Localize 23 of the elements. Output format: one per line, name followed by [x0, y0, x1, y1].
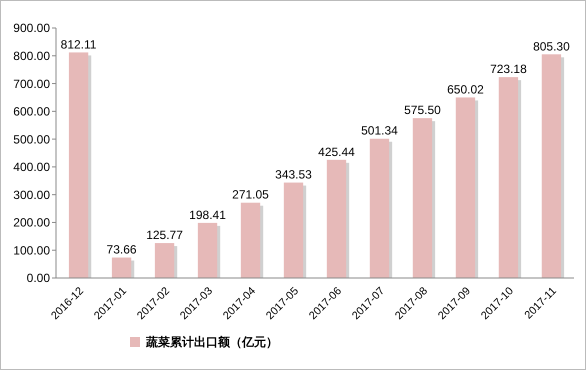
- y-tick-label: 800.00: [13, 48, 50, 63]
- text: 723.18: [490, 62, 527, 76]
- text: 125.77: [146, 228, 183, 242]
- text: 812.11: [60, 37, 96, 52]
- y-tick-label: 400.00: [13, 160, 50, 174]
- y-tick-label: 300.00: [13, 188, 50, 202]
- text: 343.53: [275, 168, 312, 182]
- legend-label: 蔬菜累计出口额（亿元）: [145, 335, 278, 350]
- text: 73.66: [106, 242, 137, 257]
- text: 271.05: [232, 188, 269, 202]
- y-tick-label: 500.00: [13, 132, 50, 146]
- text: 805.30: [533, 39, 570, 54]
- y-tick-label: 700.00: [13, 76, 50, 91]
- text: 198.41: [189, 208, 226, 222]
- y-tick-label: 600.00: [13, 104, 50, 119]
- text: 575.50: [404, 103, 441, 118]
- text: 501.34: [361, 124, 398, 138]
- text: 650.02: [447, 82, 484, 96]
- y-tick-label: 0.00: [26, 271, 50, 286]
- y-tick-label: 900.00: [13, 21, 50, 36]
- y-tick-label: 100.00: [13, 243, 50, 258]
- text: 425.44: [318, 144, 355, 159]
- y-tick-label: 200.00: [13, 216, 50, 230]
